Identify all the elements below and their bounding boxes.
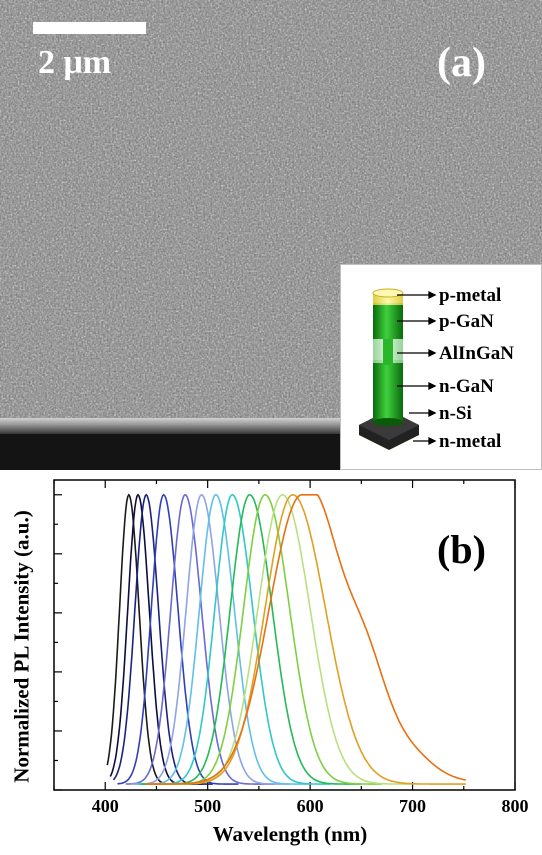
nanowire-structure-inset: p-metal p-GaN AlInGaN n-GaN n-Si n-metal bbox=[340, 264, 542, 470]
pl-series-line bbox=[130, 493, 290, 785]
pl-series-line bbox=[125, 493, 275, 785]
y-axis-label: Normalized PL Intensity (a.u.) bbox=[9, 510, 34, 783]
scale-bar bbox=[33, 22, 146, 34]
x-tick-label: 500 bbox=[194, 796, 222, 816]
plot-area bbox=[53, 479, 516, 791]
panel-a-label: (a) bbox=[437, 40, 486, 86]
scale-bar-label: 2 μm bbox=[38, 44, 112, 81]
label-n-si: n-Si bbox=[439, 403, 472, 424]
pl-spectra-panel: (b) Normalized PL Intensity (a.u.) Wavel… bbox=[0, 470, 542, 855]
x-tick-label: 800 bbox=[501, 796, 529, 816]
x-axis-label: Wavelength (nm) bbox=[212, 822, 368, 846]
label-p-gan: p-GaN bbox=[439, 311, 494, 332]
pl-spectra-chart bbox=[53, 479, 516, 791]
pl-series-line bbox=[146, 494, 466, 785]
label-p-metal: p-metal bbox=[439, 285, 502, 306]
nanowire-diagram bbox=[359, 288, 437, 450]
sem-image bbox=[0, 0, 542, 470]
x-tick-label: 600 bbox=[296, 796, 324, 816]
label-n-metal: n-metal bbox=[439, 431, 502, 452]
label-n-gan: n-GaN bbox=[439, 376, 494, 397]
panel-b-label: (b) bbox=[437, 527, 486, 572]
pl-series-line bbox=[146, 493, 466, 785]
x-tick-label: 700 bbox=[399, 796, 427, 816]
sem-image-panel: 2 μm (a) bbox=[0, 0, 542, 470]
x-tick-label: 400 bbox=[91, 796, 119, 816]
pl-series-line bbox=[117, 493, 239, 785]
pl-series-line bbox=[136, 493, 311, 785]
label-alingan: AlInGaN bbox=[439, 343, 514, 364]
